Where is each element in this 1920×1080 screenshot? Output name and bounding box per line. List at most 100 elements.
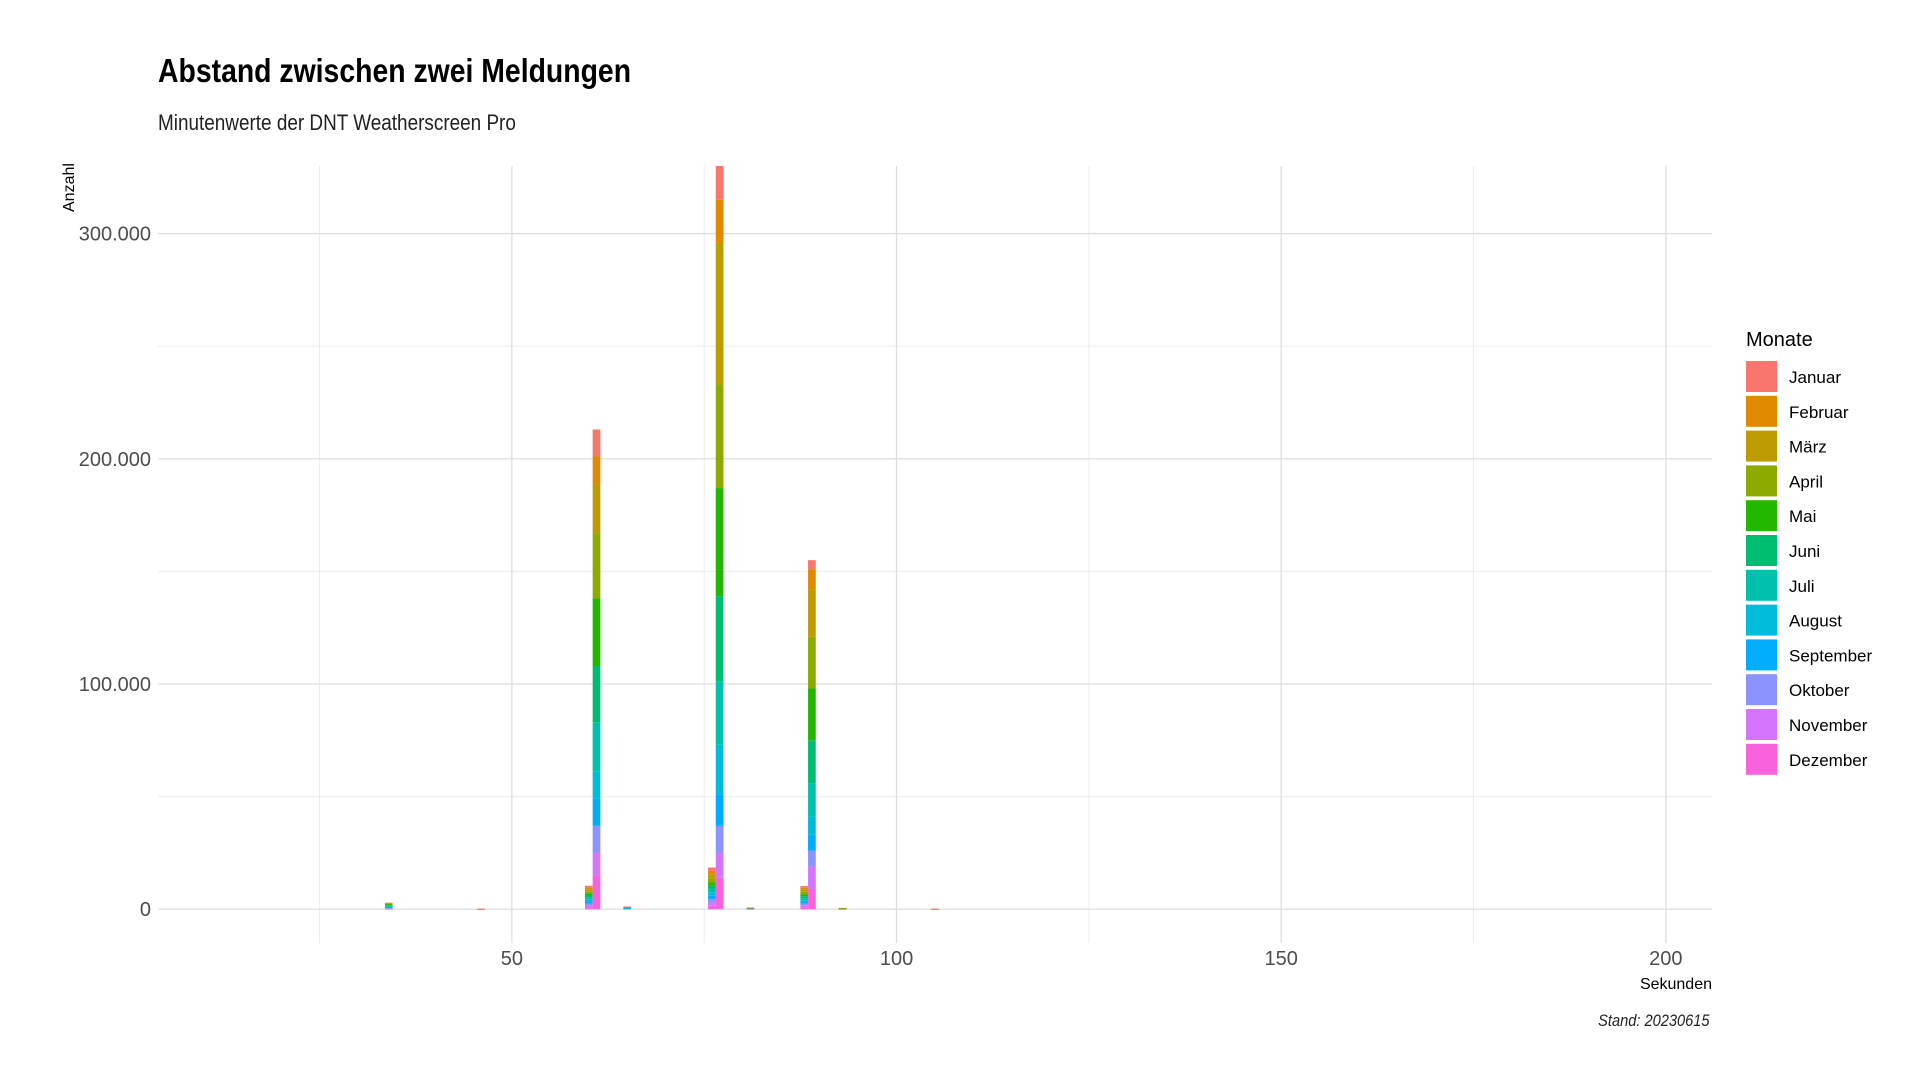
bar-segment — [800, 907, 809, 910]
bar-segment — [592, 483, 601, 534]
bar-segment — [808, 783, 816, 817]
legend-item: Januar — [1746, 361, 1841, 392]
bar-segment — [715, 596, 724, 682]
y-tick-label: 200.000 — [79, 449, 151, 471]
bar-segment — [584, 905, 593, 908]
legend-label: Februar — [1789, 403, 1849, 422]
bar-segment — [384, 903, 393, 905]
bar-segment — [808, 834, 816, 851]
bar-segment — [708, 892, 716, 896]
legend-swatch — [1746, 743, 1777, 775]
bar-segment — [384, 902, 393, 904]
x-axis-ticks: 50 100 150 200 — [501, 948, 1683, 970]
legend-swatch — [1746, 674, 1777, 706]
bar-segment — [715, 488, 724, 597]
x-tick-label: 200 — [1649, 948, 1682, 970]
bar-segment — [384, 907, 393, 909]
legend-label: Oktober — [1789, 681, 1850, 700]
bar-segment — [800, 902, 809, 904]
legend-item: Dezember — [1746, 743, 1868, 775]
bar-segment — [708, 878, 716, 883]
bar-segment — [800, 903, 809, 906]
legend-item: Oktober — [1746, 674, 1850, 706]
bar-segment — [708, 867, 716, 871]
bar-segment — [808, 688, 816, 741]
bar-segment — [708, 899, 716, 903]
bar-segment — [384, 903, 393, 904]
legend-item: April — [1746, 465, 1823, 497]
bar-segment — [808, 560, 816, 570]
legend-label: Mai — [1789, 507, 1816, 526]
legend-label: November — [1789, 716, 1868, 735]
bar-segment — [808, 816, 816, 835]
bar-segment — [384, 903, 393, 904]
bar-segment — [708, 895, 716, 900]
bar-segment — [800, 898, 809, 901]
bar-segment — [592, 456, 601, 484]
legend-swatch — [1746, 361, 1777, 392]
y-tick-label: 0 — [140, 899, 151, 921]
grid-major — [158, 166, 1712, 943]
legend-swatch — [1746, 569, 1777, 601]
legend-item: März — [1746, 430, 1827, 462]
bar-segment — [592, 533, 601, 599]
bar-segment — [800, 887, 809, 890]
bar-segment — [592, 852, 601, 876]
bar-segment — [584, 907, 593, 910]
legend-item: Juni — [1746, 535, 1820, 566]
legend-item: Mai — [1746, 500, 1816, 532]
legend: Monate Januar Februar März April Mai Juni Juli… — [1746, 329, 1872, 775]
legend-swatch — [1746, 709, 1777, 740]
grid-minor — [158, 166, 1712, 943]
bar-segment — [800, 889, 809, 892]
bar-segment — [715, 877, 724, 910]
bar-segment — [838, 907, 847, 909]
bar-segment — [584, 889, 593, 892]
bar-segment — [715, 242, 724, 385]
bar-segment — [384, 904, 393, 906]
x-tick-label: 100 — [880, 948, 913, 970]
chart-title: Abstand zwischen zwei Meldungen — [158, 52, 632, 89]
legend-item: Juli — [1746, 569, 1815, 601]
bar-segment — [584, 893, 593, 896]
legend-swatch — [1746, 604, 1777, 636]
y-tick-label: 300.000 — [79, 224, 151, 246]
bar-segment — [715, 852, 724, 878]
bar-segment — [808, 740, 816, 784]
bar-segment — [584, 899, 593, 902]
legend-items: Januar Februar März April Mai Juni Juli August S… — [1746, 361, 1872, 775]
legend-label: Dezember — [1789, 751, 1868, 770]
bar-segment — [800, 886, 809, 888]
bar-segment — [708, 905, 716, 910]
bar-segment — [592, 825, 601, 853]
bar-segment — [715, 166, 724, 200]
bar-segment — [746, 907, 755, 909]
bar-segment — [808, 888, 816, 910]
bar-segment — [800, 891, 809, 895]
legend-swatch — [1746, 395, 1777, 427]
legend-swatch — [1746, 430, 1777, 462]
bar-segment — [715, 384, 724, 489]
bar-segment — [477, 908, 485, 910]
bar-segment — [800, 905, 809, 908]
bar-segment — [715, 744, 724, 795]
legend-item: Februar — [1746, 395, 1849, 427]
y-axis-ticks: 0 100.000 200.000 300.000 — [79, 224, 151, 922]
bar-segment — [708, 902, 716, 906]
bars-layer — [384, 166, 939, 910]
bar-segment — [708, 888, 716, 893]
y-tick-label: 100.000 — [79, 674, 151, 696]
bar-segment — [384, 908, 393, 910]
bar-segment — [715, 825, 724, 853]
legend-label: August — [1789, 612, 1842, 631]
legend-swatch — [1746, 500, 1777, 532]
bar-segment — [808, 589, 816, 637]
legend-label: April — [1789, 472, 1823, 491]
legend-label: Juli — [1789, 577, 1815, 596]
bar-segment — [708, 882, 716, 886]
legend-item: August — [1746, 604, 1842, 636]
bar-segment — [931, 908, 939, 910]
bar-segment — [592, 429, 601, 457]
bar-segment — [592, 598, 601, 666]
bar-segment — [715, 199, 724, 243]
